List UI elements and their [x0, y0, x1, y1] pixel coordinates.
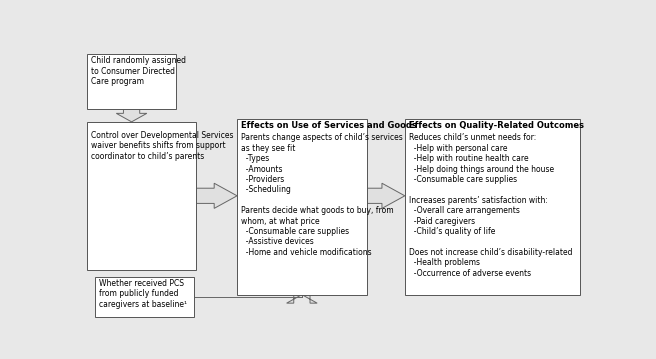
Text: Effects on Use of Services and Goods: Effects on Use of Services and Goods: [241, 121, 417, 130]
Text: Whether received PCS
from publicly funded
caregivers at baseline¹: Whether received PCS from publicly funde…: [99, 279, 187, 309]
Text: Child randomly assigned
to Consumer Directed
Care program: Child randomly assigned to Consumer Dire…: [91, 56, 186, 86]
Polygon shape: [367, 183, 405, 208]
Text: Parents change aspects of child’s services
as they see fit
  -Types
  -Amounts
 : Parents change aspects of child’s servic…: [241, 134, 403, 257]
Polygon shape: [287, 275, 317, 303]
Bar: [87, 54, 176, 109]
Bar: [94, 277, 194, 317]
Bar: [87, 122, 196, 270]
Text: Control over Developmental Services
waiver benefits shifts from support
coordina: Control over Developmental Services waiv…: [91, 131, 234, 160]
Text: Reduces child’s unmet needs for:
  -Help with personal care
  -Help with routine: Reduces child’s unmet needs for: -Help w…: [409, 134, 573, 278]
Bar: [237, 119, 367, 295]
Polygon shape: [196, 183, 237, 208]
Text: Effects on Quality-Related Outcomes: Effects on Quality-Related Outcomes: [409, 121, 584, 130]
Polygon shape: [116, 109, 147, 122]
Bar: [405, 119, 580, 295]
